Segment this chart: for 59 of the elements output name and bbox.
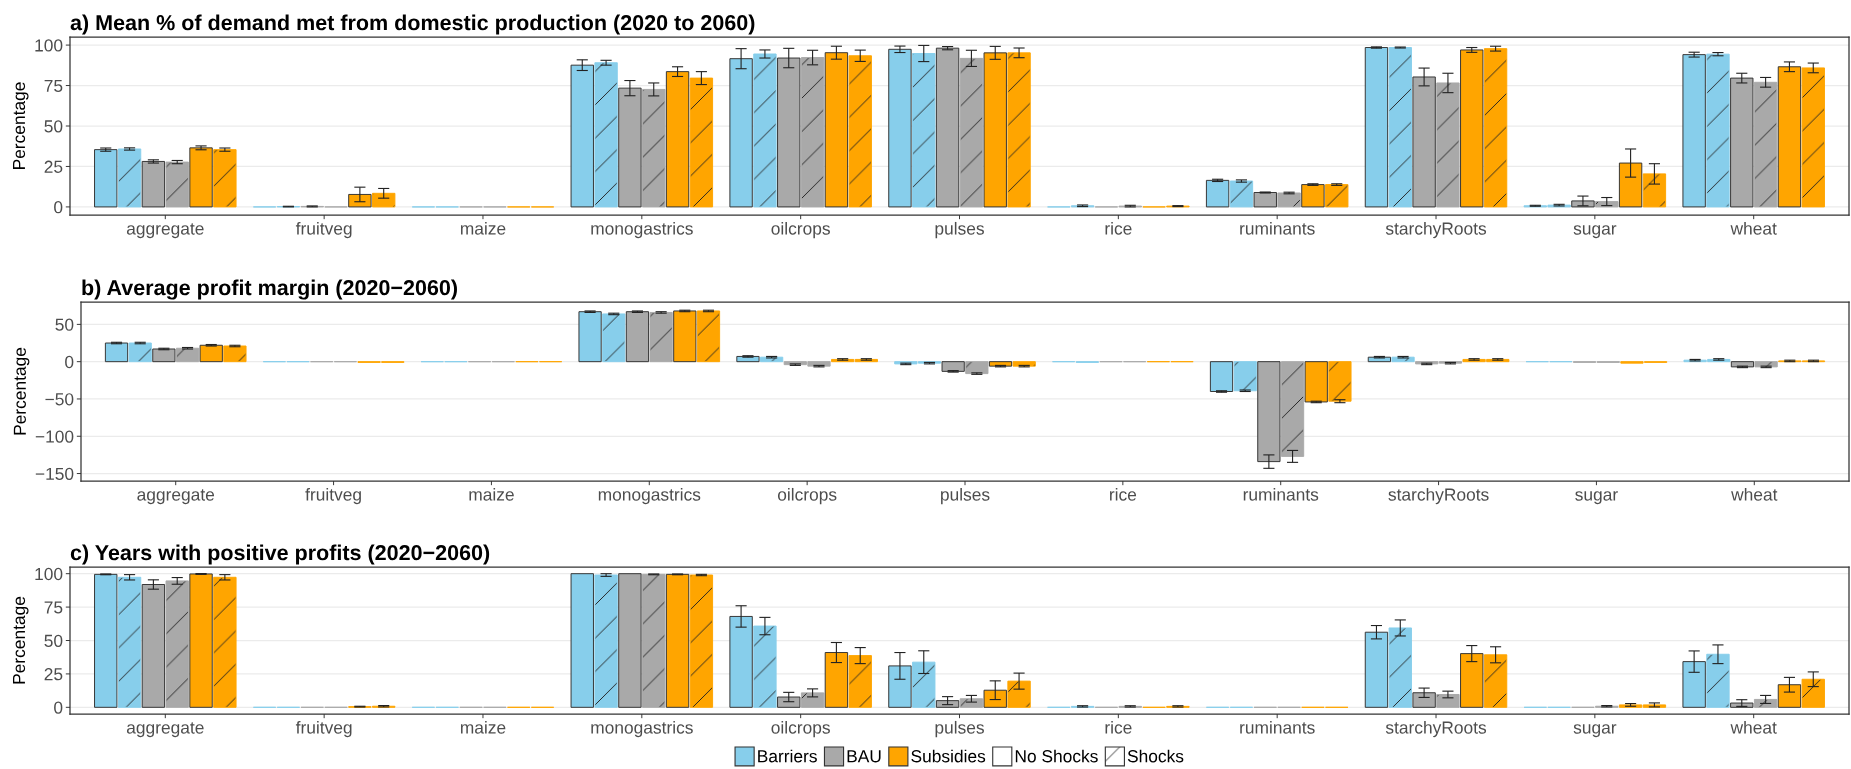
x-tick-label: aggregate	[137, 489, 215, 505]
y-tick-label: 75	[44, 601, 63, 614]
x-tick-label: oilcrops	[777, 487, 837, 505]
x-tick-label: sugar	[1573, 724, 1617, 738]
x-tick-label: fruitveg	[305, 487, 361, 505]
x-tick-label: rice	[1105, 221, 1132, 235]
legend-label: Barriers	[758, 749, 817, 763]
y-tick-label: −50	[45, 393, 74, 406]
x-tick-label: ruminants	[1243, 487, 1319, 501]
x-tick-label: starchyRoots	[1385, 720, 1487, 738]
chart-title: a) Mean % of demand met from domestic production (2020 to 2060)	[70, 14, 755, 35]
y-tick-label: 75	[44, 79, 63, 93]
x-tick-label: pulses	[935, 720, 984, 738]
x-tick-label: monogastrics	[591, 720, 693, 738]
text: No Shocks	[1015, 749, 1098, 763]
y-tick-label: −100	[35, 430, 74, 443]
x-tick-label: wheat	[1730, 720, 1777, 734]
y-tick-label: 0	[65, 355, 74, 369]
x-tick-label: ruminants	[1240, 720, 1315, 734]
x-tick-label: aggregate	[126, 223, 204, 239]
x-tick-label: wheat	[1730, 221, 1777, 235]
x-tick-label: maize	[469, 487, 514, 501]
x-tick-label: fruitveg	[295, 221, 352, 239]
x-tick-label: aggregate	[126, 722, 204, 738]
y-tick-label: 100	[35, 39, 63, 52]
y-axis-title: Percentage	[12, 596, 29, 684]
x-tick-label: pulses	[935, 221, 984, 239]
y-axis-title: Percentage	[12, 82, 29, 169]
x-tick-label: fruitveg	[295, 720, 352, 738]
chart-title: b) Average profit margin (2020−2060)	[82, 279, 457, 300]
y-tick-label: 25	[44, 160, 63, 173]
x-tick-label: starchyRoots	[1385, 221, 1487, 239]
x-tick-label: sugar	[1575, 491, 1618, 505]
y-tick-label: 0	[54, 701, 63, 714]
legend-label: BAU	[847, 750, 881, 763]
y-tick-label: −150	[35, 467, 74, 480]
y-tick-label: 50	[44, 120, 63, 133]
x-tick-label: starchyRoots	[1388, 487, 1489, 505]
y-axis-title: Percentage	[13, 347, 30, 435]
x-tick-label: wheat	[1731, 487, 1778, 501]
x-tick-label: rice	[1110, 487, 1137, 501]
x-tick-label: monogastrics	[591, 221, 693, 239]
y-tick-label: 50	[55, 318, 74, 331]
x-tick-label: oilcrops	[771, 221, 830, 239]
y-tick-label: 100	[35, 567, 63, 581]
y-tick-label: 25	[44, 668, 63, 681]
text: Shocks	[1127, 749, 1184, 763]
y-tick-label: 0	[54, 201, 63, 214]
x-tick-label: sugar	[1573, 225, 1617, 239]
y-tick-label: 50	[44, 634, 63, 647]
x-tick-label: oilcrops	[771, 720, 830, 738]
x-tick-label: maize	[460, 720, 506, 734]
legend-label: Subsidies	[911, 749, 986, 763]
x-tick-label: pulses	[941, 487, 990, 505]
chart-title: c) Years with positive profits (2020−2060)	[70, 544, 490, 565]
x-tick-label: rice	[1105, 720, 1132, 734]
x-tick-label: maize	[460, 221, 506, 235]
x-tick-label: monogastrics	[598, 487, 701, 505]
x-tick-label: ruminants	[1240, 221, 1315, 235]
